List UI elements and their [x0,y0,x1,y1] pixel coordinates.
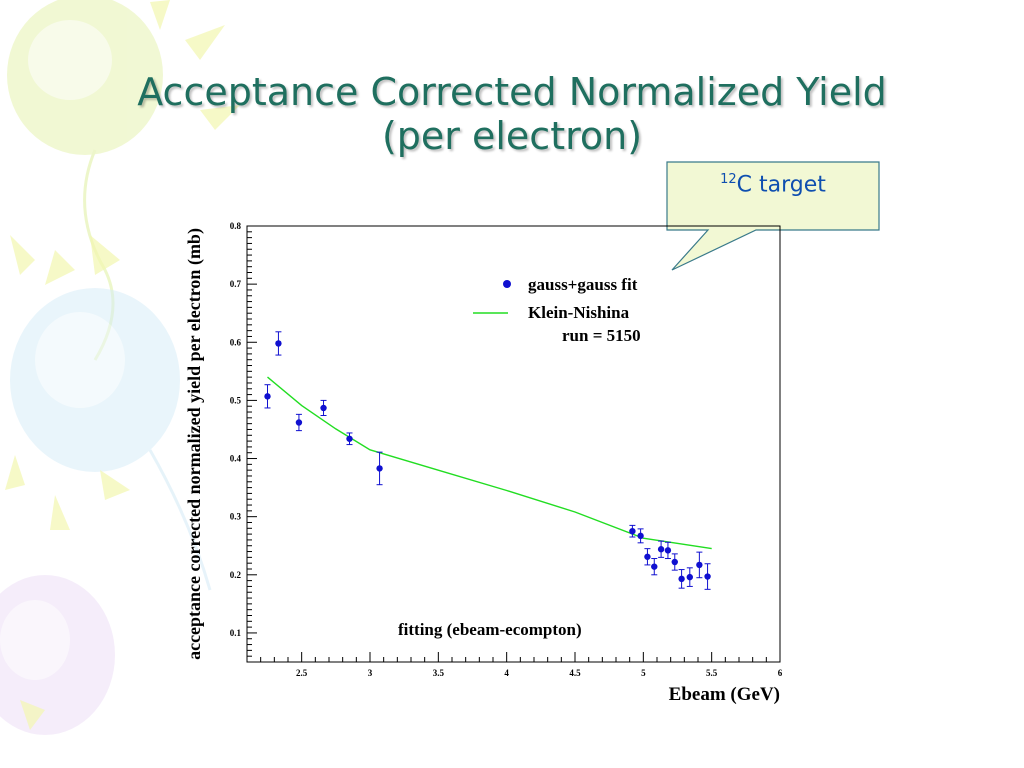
legend-points-label: gauss+gauss fit [528,275,638,294]
series-lines [267,376,712,550]
callout-label: 12C target [668,172,878,197]
x-tick-label: 5.5 [706,668,718,678]
x-tick-label: 6 [778,668,783,678]
legend-run-label: run = 5150 [562,326,641,345]
slide-title-line2: (per electron) [381,114,643,158]
x-tick-label: 4.5 [569,668,581,678]
x-tick-label: 4 [504,668,509,678]
legend: gauss+gauss fit Klein-Nishina run = 5150 [473,275,641,345]
data-point [704,563,711,590]
data-point [644,548,651,566]
point-marker [376,465,383,472]
y-tick-label: 0.2 [230,570,242,580]
point-marker [664,547,672,554]
point-marker [704,573,711,580]
legend-line-label: Klein-Nishina [528,303,630,322]
data-point [651,558,658,576]
data-point [686,567,693,587]
point-marker [651,563,658,570]
y-tick-label: 0.4 [230,454,242,464]
legend-point-marker [503,280,511,288]
data-point [275,331,282,356]
y-tick-label: 0.3 [230,512,242,522]
plot-frame [246,225,781,663]
data-point [678,569,685,589]
axis-ticks [246,225,781,663]
data-point [696,551,703,579]
y-tick-label: 0.7 [230,279,242,289]
point-marker [264,393,271,400]
y-tick-label: 0.5 [230,395,242,405]
point-marker [275,340,282,347]
x-tick-label: 5 [641,668,646,678]
point-marker [637,532,644,540]
y-tick-label: 0.1 [230,628,242,638]
x-axis-label: Ebeam (GeV) [669,684,780,705]
y-tick-labels: 0.1 0.2 0.3 0.4 0.5 0.6 0.7 0.8 [230,221,242,638]
ray-decorations [5,0,240,730]
data-point [264,384,271,409]
chart-annotation: fitting (ebeam-ecompton) [398,620,582,639]
y-axis-label: acceptance corrected normalized yield pe… [184,228,205,660]
point-marker [686,573,693,581]
point-marker [644,553,651,560]
callout-superscript: 12 [720,172,737,187]
x-tick-labels: 2.5 3 3.5 4 4.5 5 5.5 6 [296,668,783,678]
point-marker [629,528,636,535]
point-marker [671,558,678,566]
klein-nishina-line [267,376,712,550]
balloon-decoration-blue [10,288,212,591]
point-marker [320,404,327,412]
point-marker [657,546,665,553]
x-tick-label: 3.5 [433,668,445,678]
point-marker [696,561,703,569]
y-tick-label: 0.6 [230,337,242,347]
data-point [637,528,644,544]
series-points [264,331,711,590]
x-tick-label: 3 [368,668,373,678]
point-marker [678,575,685,583]
data-point [295,413,303,432]
data-point [629,524,636,538]
data-point [376,451,383,486]
data-point [664,541,672,560]
x-tick-label: 2.5 [296,668,308,678]
y-tick-label: 0.8 [230,221,242,231]
data-point [320,399,327,417]
balloon-decoration-green [7,0,163,361]
point-marker [346,435,353,442]
data-point [657,540,665,558]
slide-title-line1: Acceptance Corrected Normalized Yield [137,70,887,114]
data-point [671,553,678,571]
callout-text: C target [736,172,826,198]
balloon-decoration-purple [0,575,115,735]
point-marker [295,419,303,426]
data-point [346,432,353,446]
